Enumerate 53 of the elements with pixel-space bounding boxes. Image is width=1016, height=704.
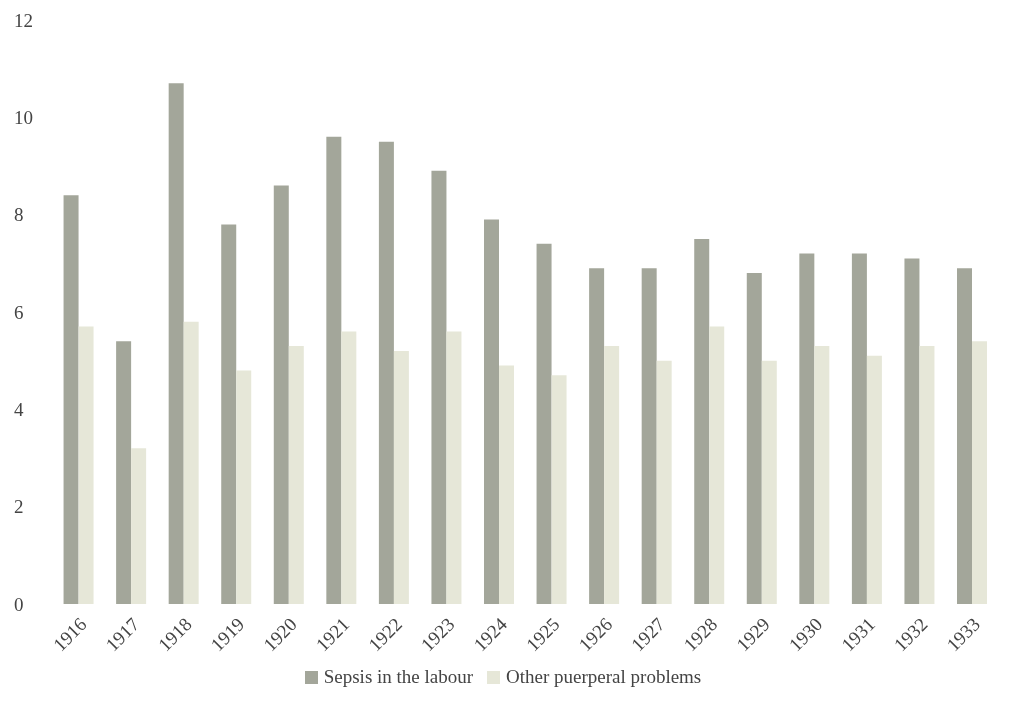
x-tick-label: 1921: [311, 613, 354, 656]
bar: [709, 326, 725, 604]
bar: [957, 268, 973, 604]
bar: [694, 239, 710, 604]
bar: [393, 350, 409, 604]
bar: [221, 224, 237, 604]
y-tick-label: 6: [14, 301, 24, 323]
bar: [589, 268, 605, 604]
bar: [551, 375, 567, 604]
bar: [641, 268, 657, 604]
bar: [183, 321, 199, 604]
bar: [746, 273, 762, 604]
bar: [431, 170, 447, 604]
bar: [972, 341, 988, 604]
legend-label: Other puerperal problems: [506, 666, 702, 688]
bar: [814, 346, 830, 604]
bar: [656, 360, 672, 604]
legend-label: Sepsis in the labour: [323, 666, 474, 688]
bar: [63, 195, 79, 604]
bar: [78, 326, 94, 604]
bar: [116, 341, 132, 604]
bar: [761, 360, 777, 604]
bar: [799, 253, 815, 604]
y-tick-label: 10: [14, 107, 33, 129]
x-tick-label: 1929: [732, 613, 774, 656]
bar: [446, 331, 462, 604]
bar: [919, 346, 935, 604]
bar: [288, 346, 304, 604]
x-tick-label: 1919: [206, 613, 249, 656]
bar: [851, 253, 867, 604]
bar: [604, 346, 620, 604]
bar: [273, 185, 289, 604]
bar: [378, 141, 394, 604]
y-tick-label: 12: [14, 9, 33, 31]
bar: [168, 83, 184, 604]
y-tick-label: 0: [14, 593, 24, 615]
x-tick-label: 1922: [364, 613, 406, 656]
bar: [536, 243, 552, 604]
bar: [236, 370, 252, 604]
bar: [341, 331, 357, 604]
y-tick-label: 8: [14, 204, 24, 226]
bar: [866, 355, 882, 604]
bar: [904, 258, 920, 604]
bar: [484, 219, 500, 604]
y-tick-label: 2: [14, 496, 24, 518]
bar: [131, 448, 147, 604]
x-tick-label: 1932: [889, 613, 932, 656]
y-tick-label: 4: [14, 399, 24, 421]
bar: [499, 365, 515, 604]
x-tick-label: 1920: [259, 613, 301, 656]
bar: [326, 136, 342, 604]
x-tick-label: 1931: [837, 613, 879, 656]
x-tick-label: 1930: [784, 613, 827, 656]
